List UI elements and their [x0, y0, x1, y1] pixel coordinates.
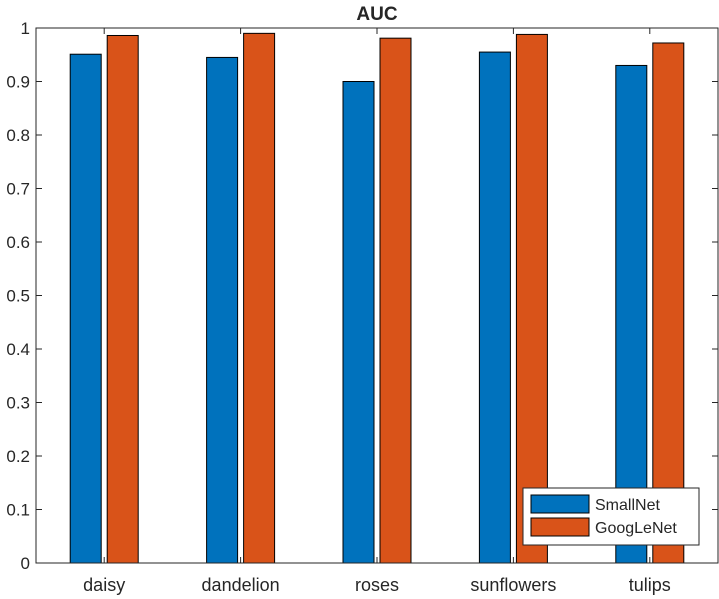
- y-tick-label: 1: [21, 19, 30, 38]
- y-tick-label: 0.3: [6, 394, 30, 413]
- bars-layer: [69, 32, 685, 564]
- y-tick-label: 0.4: [6, 340, 30, 359]
- bar-googlenet-sunflowers: [515, 33, 548, 564]
- x-tick-label-sunflowers: sunflowers: [470, 575, 556, 595]
- bar-smallnet-tulips: [615, 64, 648, 564]
- x-tick-label-roses: roses: [355, 575, 399, 595]
- legend-swatch-googlenet: [530, 517, 590, 537]
- y-tick-label: 0.1: [6, 501, 30, 520]
- y-tick-label: 0: [21, 554, 30, 573]
- bar-googlenet-daisy: [106, 34, 139, 564]
- legend-label-googlenet: GoogLeNet: [595, 520, 677, 537]
- y-tick-label: 0.8: [6, 126, 30, 145]
- legend[interactable]: SmallNet GoogLeNet: [522, 487, 700, 546]
- bar-smallnet-dandelion: [206, 56, 239, 564]
- bar-smallnet-daisy: [69, 53, 102, 564]
- bar-googlenet-roses: [379, 37, 412, 564]
- bar-smallnet-sunflowers: [478, 51, 511, 564]
- bar-smallnet-roses: [342, 81, 375, 564]
- y-tick-label: 0.2: [6, 447, 30, 466]
- y-tick-label: 0.6: [6, 233, 30, 252]
- x-tick-label-daisy: daisy: [83, 575, 125, 595]
- bar-googlenet-tulips: [652, 42, 685, 564]
- chart-title: AUC: [356, 4, 397, 25]
- bar-googlenet-dandelion: [243, 32, 276, 564]
- x-tick-label-dandelion: dandelion: [202, 575, 280, 595]
- y-tick-label: 0.9: [6, 73, 30, 92]
- axes-layer: 0 0.1 0.2 0.3 0.4 0.5 0.6 0.7 0.8 0.9 1 daisy dandel…: [6, 19, 719, 595]
- legend-label-smallnet: SmallNet: [595, 497, 660, 514]
- y-tick-label: 0.7: [6, 180, 30, 199]
- legend-swatch-smallnet: [530, 494, 590, 514]
- x-tick-label-tulips: tulips: [629, 575, 671, 595]
- y-tick-label: 0.5: [6, 287, 30, 306]
